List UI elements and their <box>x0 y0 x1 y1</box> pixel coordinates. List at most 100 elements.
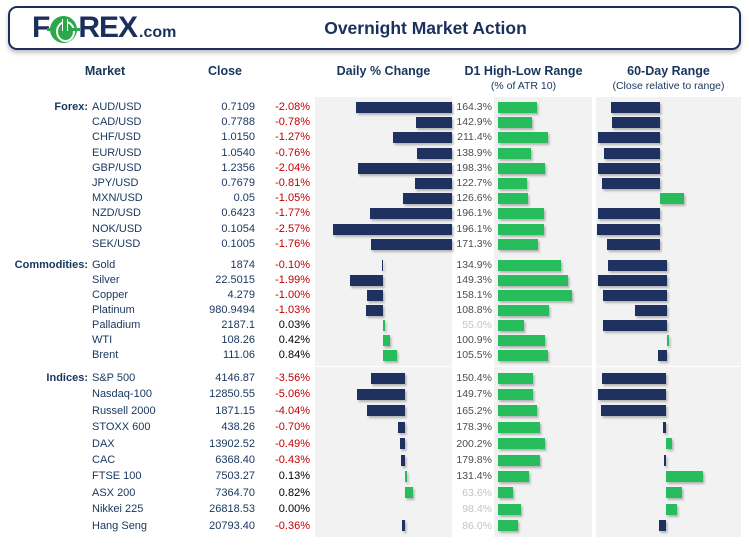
daily-change-bar <box>333 223 452 235</box>
daily-pct-cell: -0.70% <box>275 421 310 434</box>
d1-range-bar <box>498 132 548 144</box>
d1-range-bar <box>498 208 545 220</box>
d1-range-label: 196.1% <box>456 207 492 220</box>
daily-change-bar <box>401 520 406 532</box>
d1-range-label: 179.8% <box>456 454 492 466</box>
range60-bar <box>601 178 660 190</box>
table-row: FTSE 100 7503.27 0.13% 131.4% <box>0 468 749 484</box>
d1-range-bar <box>498 405 537 417</box>
d1-range-label: 131.4% <box>456 470 492 483</box>
d1-range-bar <box>498 350 548 361</box>
range60-bar <box>596 223 660 235</box>
table-row: Silver 22.5015 -1.99% 149.3% <box>0 273 749 288</box>
daily-change-bar <box>405 487 413 499</box>
d1-range-label: 100.9% <box>456 334 492 346</box>
close-cell: 108.26 <box>221 334 255 346</box>
range60-bar <box>597 208 660 220</box>
daily-pct-cell: -1.77% <box>275 207 310 220</box>
col-header-d1-range: D1 High-Low Range <box>464 64 583 78</box>
market-cell: JPY/USD <box>92 177 139 189</box>
market-cell: FTSE 100 <box>92 470 142 483</box>
group-label: Commodities: <box>14 259 88 271</box>
d1-range-label: 142.9% <box>456 116 492 129</box>
daily-change-bar <box>393 132 452 144</box>
table-row: Nikkei 225 26818.53 0.00% 98.4% <box>0 501 749 517</box>
market-cell: MXN/USD <box>92 192 143 205</box>
d1-range-label: 211.4% <box>457 131 492 144</box>
d1-range-bar <box>498 275 569 286</box>
close-cell: 2187.1 <box>221 319 255 331</box>
daily-pct-cell: 0.03% <box>278 319 310 331</box>
market-cell: Palladium <box>92 319 141 331</box>
close-cell: 0.05 <box>233 192 255 205</box>
col-header-60day-range: 60-Day Range <box>627 64 710 78</box>
close-cell: 1.0540 <box>221 146 255 159</box>
logo-text-rex: REX <box>78 11 138 44</box>
d1-range-label: 138.9% <box>456 146 492 159</box>
table-row: MXN/USD 0.05 -1.05% 126.6% <box>0 191 749 206</box>
table-row: Russell 2000 1871.15 -4.04% 165.2% <box>0 403 749 419</box>
daily-change-bar <box>356 389 406 401</box>
d1-range-bar <box>498 193 528 205</box>
logo-text-com: .com <box>139 24 177 41</box>
daily-pct-cell: 0.42% <box>278 334 310 346</box>
range60-bar <box>597 275 668 286</box>
close-cell: 26818.53 <box>209 503 255 516</box>
range60-bar <box>665 471 703 483</box>
d1-range-bar <box>498 520 519 532</box>
close-cell: 22.5015 <box>215 274 255 286</box>
d1-range-label: 55.0% <box>462 319 492 331</box>
d1-range-bar <box>498 421 540 433</box>
col-header-market: Market <box>84 64 126 78</box>
table-row: DAX 13902.52 -0.49% 200.2% <box>0 436 749 452</box>
daily-change-bar <box>366 290 384 301</box>
d1-range-label: 98.4% <box>462 503 492 516</box>
market-cell: CAD/USD <box>92 116 142 129</box>
range60-bar <box>663 454 666 466</box>
forex-com-logo: F REX .com <box>32 13 232 43</box>
d1-range-label: 134.9% <box>456 259 492 271</box>
table-row: NOK/USD 0.1054 -2.57% 196.1% <box>0 222 749 237</box>
market-cell: Russell 2000 <box>92 404 156 417</box>
market-cell: Gold <box>92 259 116 271</box>
table-row: SEK/USD 0.1005 -1.76% 171.3% <box>0 237 749 252</box>
d1-range-bar <box>498 178 527 190</box>
close-cell: 13902.52 <box>209 437 255 450</box>
daily-change-bar <box>370 208 452 220</box>
range60-bar <box>658 520 666 532</box>
table-row: JPY/USD 0.7679 -0.81% 122.7% <box>0 176 749 191</box>
range60-bar <box>665 503 677 515</box>
col-subheader-atr: (% of ATR 10) <box>490 80 557 92</box>
market-cell: STOXX 600 <box>92 421 151 434</box>
daily-pct-cell: -0.43% <box>275 454 310 466</box>
close-cell: 980.9494 <box>209 304 255 316</box>
table-row: Nasdaq-100 12850.55 -5.06% 149.7% <box>0 386 749 402</box>
d1-range-bar <box>498 238 539 250</box>
daily-change-bar <box>383 335 391 346</box>
col-subheader-close-relative: (Close relative to range) <box>612 80 725 92</box>
range60-bar <box>603 320 668 331</box>
daily-pct-cell: -1.27% <box>275 131 310 144</box>
table-row: Indices: S&P 500 4146.87 -3.56% 150.4% <box>0 370 749 386</box>
range60-bar <box>597 389 666 401</box>
table-row: CAC 6368.40 -0.43% 179.8% <box>0 452 749 468</box>
d1-range-bar <box>498 487 513 499</box>
market-cell: NOK/USD <box>92 222 143 235</box>
daily-pct-cell: -2.04% <box>275 161 310 174</box>
close-cell: 12850.55 <box>209 388 255 401</box>
range60-bar <box>600 405 666 417</box>
daily-change-bar <box>381 260 384 271</box>
daily-pct-cell: -1.99% <box>275 274 310 286</box>
daily-change-bar <box>400 438 406 450</box>
table-row: Hang Seng 20793.40 -0.36% 86.0% <box>0 518 749 534</box>
range60-bar <box>667 335 670 346</box>
daily-change-bar <box>370 238 452 250</box>
daily-pct-cell: -0.10% <box>275 259 310 271</box>
d1-range-label: 196.1% <box>456 222 492 235</box>
group-label: Forex: <box>54 101 88 113</box>
table-row: EUR/USD 1.0540 -0.76% 138.9% <box>0 146 749 161</box>
daily-pct-cell: -0.49% <box>275 437 310 450</box>
col-header-daily-change: Daily % Change <box>336 64 431 78</box>
market-cell: S&P 500 <box>92 372 136 384</box>
range60-bar <box>608 260 668 271</box>
